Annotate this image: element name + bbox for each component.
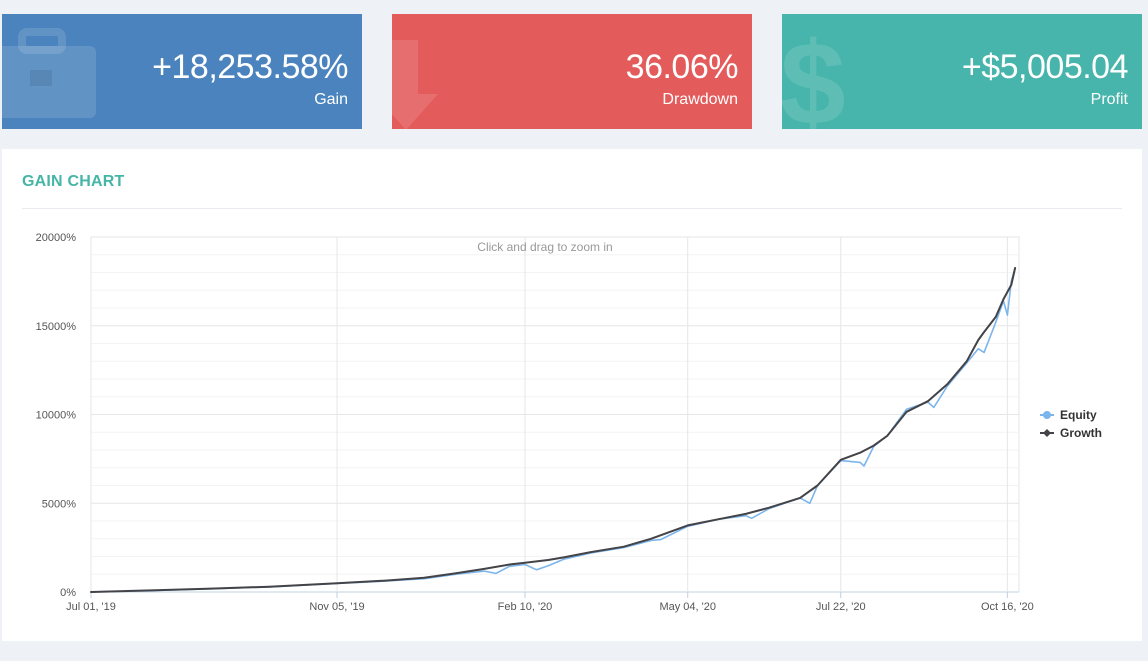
zoom-hint: Click and drag to zoom in: [477, 240, 612, 254]
gain-value: +18,253.58%: [152, 48, 348, 86]
panel-title: GAIN CHART: [22, 173, 125, 190]
y-tick-label: 15000%: [36, 321, 77, 333]
legend-label: Growth: [1060, 426, 1102, 440]
y-tick-label: 0%: [60, 587, 76, 599]
y-tick-label: 20000%: [36, 232, 77, 244]
drawdown-card: 36.06% Drawdown: [392, 14, 752, 129]
arrow-down-icon: [392, 40, 438, 129]
gain-label: Gain: [314, 91, 348, 108]
series-line-equity: [90, 267, 1016, 593]
drawdown-label: Drawdown: [662, 91, 738, 108]
legend-marker: [1043, 411, 1051, 419]
x-tick-label: Oct 16, '20: [981, 601, 1034, 613]
legend-label: Equity: [1060, 408, 1097, 422]
drawdown-value: 36.06%: [625, 48, 739, 86]
gain-card: +18,253.58% Gain: [2, 14, 362, 129]
dollar-icon: $: [782, 18, 846, 129]
profit-label: Profit: [1090, 91, 1128, 108]
briefcase-icon: [2, 28, 96, 118]
profit-card: $ +$5,005.04 Profit: [782, 14, 1142, 129]
legend-marker: [1043, 429, 1051, 437]
svg-text:$: $: [782, 18, 846, 129]
x-tick-label: Jul 22, '20: [816, 601, 866, 613]
x-tick-label: Nov 05, '19: [309, 601, 364, 613]
profit-value: +$5,005.04: [961, 48, 1129, 86]
x-tick-label: May 04, '20: [659, 601, 716, 613]
x-tick-label: Jul 01, '19: [66, 601, 116, 613]
series-line-growth: [90, 267, 1017, 593]
panel-divider: [22, 208, 1122, 209]
y-tick-label: 5000%: [42, 498, 76, 510]
y-tick-label: 10000%: [36, 410, 77, 422]
x-tick-label: Feb 10, '20: [498, 601, 553, 613]
